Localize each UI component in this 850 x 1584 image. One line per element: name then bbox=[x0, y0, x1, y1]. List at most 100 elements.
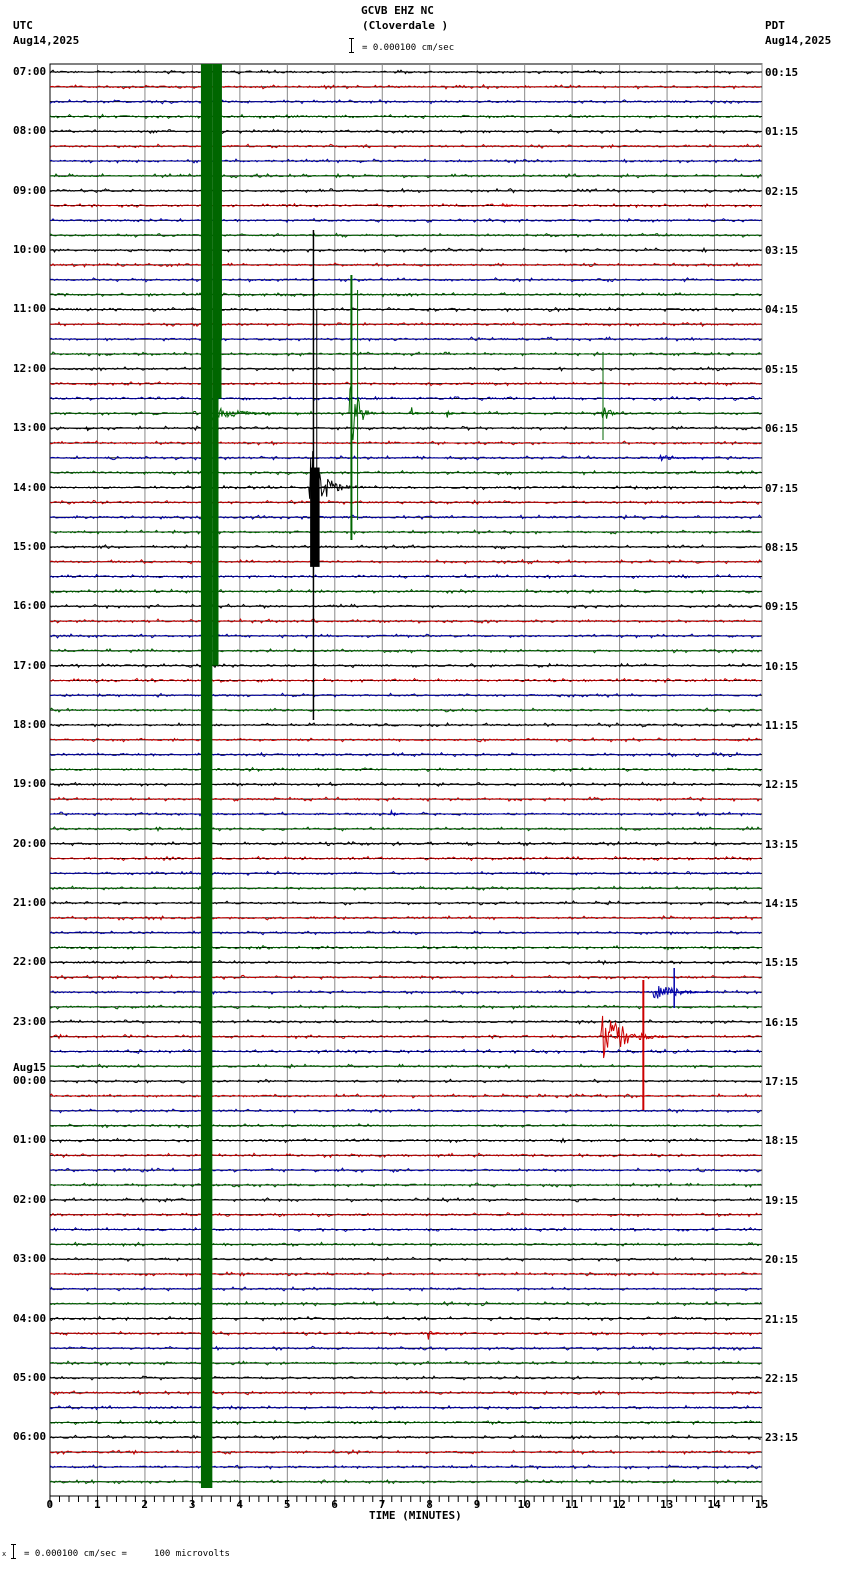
trace-10 bbox=[49, 217, 762, 224]
trace-16 bbox=[49, 306, 762, 313]
trace-73 bbox=[49, 1152, 762, 1159]
trace-64 bbox=[49, 1019, 762, 1025]
utc-hour-label: 03:00 bbox=[13, 1252, 47, 1266]
trace-44 bbox=[49, 722, 762, 728]
trace-89 bbox=[49, 1389, 762, 1396]
utc-hour-label: 06:00 bbox=[13, 1430, 47, 1444]
x-tick-label: 12 bbox=[612, 1498, 626, 1511]
utc-hour-label: 14:00 bbox=[13, 480, 47, 494]
utc-hour-label: 17:00 bbox=[13, 658, 47, 672]
x-tick-label: 8 bbox=[426, 1498, 433, 1511]
pdt-hour-label: 15:15 bbox=[765, 956, 799, 970]
left-timezone: UTC bbox=[13, 19, 33, 32]
seismic-traces bbox=[49, 69, 762, 1485]
utc-hour-label: 08:00 bbox=[13, 124, 47, 138]
utc-hour-label: 09:00 bbox=[13, 183, 47, 197]
utc-hour-label: 13:00 bbox=[13, 421, 47, 435]
x-tick-label: 14 bbox=[707, 1498, 721, 1511]
trace-38 bbox=[49, 633, 761, 639]
trace-52 bbox=[49, 840, 762, 847]
trace-53 bbox=[49, 855, 762, 862]
trace-14 bbox=[49, 276, 762, 283]
utc-hour-label: 22:00 bbox=[13, 955, 47, 969]
trace-75 bbox=[49, 1182, 762, 1188]
trace-45 bbox=[49, 736, 762, 743]
utc-hour-label: 23:00 bbox=[13, 1014, 47, 1028]
trace-86 bbox=[49, 1345, 762, 1352]
trace-35 bbox=[49, 588, 762, 595]
trace-21 bbox=[49, 381, 762, 387]
trace-3 bbox=[49, 113, 762, 120]
pdt-hour-label: 14:15 bbox=[765, 897, 799, 911]
x-tick-label: 5 bbox=[283, 1498, 291, 1511]
trace-6 bbox=[49, 158, 762, 164]
trace-20 bbox=[49, 366, 762, 372]
x-tick-label: 11 bbox=[565, 1498, 579, 1511]
trace-28 bbox=[49, 484, 762, 491]
trace-95 bbox=[49, 1478, 762, 1485]
pdt-hour-label: 05:15 bbox=[765, 362, 799, 376]
station-location: (Cloverdale ) bbox=[362, 19, 449, 32]
trace-5 bbox=[49, 143, 762, 149]
trace-92 bbox=[49, 1434, 762, 1441]
trace-84 bbox=[49, 1315, 762, 1322]
time-axis bbox=[49, 1495, 763, 1506]
trace-59 bbox=[49, 944, 762, 951]
trace-71 bbox=[49, 1122, 762, 1129]
trace-91 bbox=[49, 1419, 762, 1426]
pdt-hour-label: 02:15 bbox=[765, 184, 799, 198]
trace-83 bbox=[49, 1300, 762, 1307]
footer-scale-bar-icon bbox=[11, 1544, 16, 1559]
trace-54 bbox=[49, 870, 762, 876]
trace-55 bbox=[49, 885, 762, 891]
pdt-hour-label: 04:15 bbox=[765, 303, 799, 317]
utc-hour-label: 02:00 bbox=[13, 1192, 47, 1206]
pdt-hour-label: 16:15 bbox=[765, 1015, 799, 1029]
trace-93 bbox=[49, 1449, 762, 1456]
trace-4 bbox=[49, 128, 762, 135]
pdt-hour-label: 08:15 bbox=[765, 540, 799, 554]
pdt-hour-label: 09:15 bbox=[765, 600, 799, 614]
trace-62 bbox=[49, 989, 762, 995]
pdt-hour-label: 00:15 bbox=[765, 66, 799, 79]
trace-30 bbox=[49, 514, 762, 521]
pdt-hour-label: 20:15 bbox=[765, 1253, 799, 1267]
pdt-hour-label: 22:15 bbox=[765, 1371, 799, 1385]
trace-13 bbox=[49, 262, 761, 268]
seismic-events bbox=[85, 64, 714, 1488]
trace-33 bbox=[49, 558, 762, 565]
trace-48 bbox=[49, 781, 762, 788]
pdt-hour-label: 06:15 bbox=[765, 422, 799, 436]
trace-19 bbox=[49, 351, 762, 357]
utc-hour-label: 01:00 bbox=[13, 1133, 47, 1147]
pdt-hour-label: 03:15 bbox=[765, 244, 799, 258]
trace-80 bbox=[49, 1256, 762, 1262]
utc-hour-label: 07:00 bbox=[13, 65, 47, 78]
trace-76 bbox=[49, 1197, 762, 1203]
utc-hour-label: 05:00 bbox=[13, 1370, 47, 1384]
trace-9 bbox=[49, 202, 762, 209]
trace-87 bbox=[49, 1360, 762, 1366]
trace-60 bbox=[49, 959, 762, 966]
utc-hour-label: 20:00 bbox=[13, 836, 47, 850]
trace-7 bbox=[49, 172, 762, 179]
trace-37 bbox=[49, 618, 762, 624]
trace-23 bbox=[49, 410, 762, 417]
x-tick-label: 3 bbox=[188, 1498, 196, 1511]
pdt-hour-label: 18:15 bbox=[765, 1134, 799, 1148]
pdt-hour-label: 10:15 bbox=[765, 659, 799, 673]
x-axis-label: TIME (MINUTES) bbox=[369, 1509, 462, 1522]
x-tick-label: 4 bbox=[236, 1498, 243, 1511]
x-tick-label: 15 bbox=[755, 1498, 769, 1511]
utc-hour-label: 19:00 bbox=[13, 777, 47, 791]
trace-51 bbox=[49, 826, 762, 832]
trace-66 bbox=[49, 1048, 762, 1055]
trace-49 bbox=[49, 796, 762, 802]
pdt-hour-label: 17:15 bbox=[765, 1075, 799, 1089]
trace-58 bbox=[49, 930, 762, 936]
x-tick-label: 13 bbox=[660, 1498, 674, 1511]
trace-56 bbox=[49, 900, 762, 906]
trace-2 bbox=[49, 98, 762, 105]
utc-hour-label: 11:00 bbox=[13, 302, 47, 316]
